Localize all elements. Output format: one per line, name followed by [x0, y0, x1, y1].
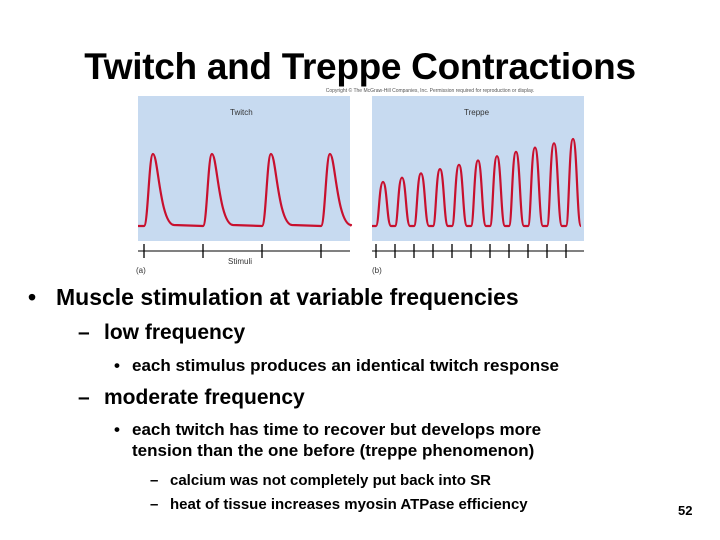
twitch-panel-title: Twitch: [230, 108, 253, 117]
bullet-heat: – heat of tissue increases myosin ATPase …: [150, 496, 528, 513]
bullet-dot-icon: •: [114, 356, 120, 375]
moderate-detail-line2: tension than the one before (treppe phen…: [132, 441, 535, 460]
panel-a-letter: (a): [136, 266, 146, 275]
bullet-dot-icon: •: [28, 284, 37, 310]
low-detail-text: each stimulus produces an identical twit…: [132, 356, 560, 375]
page-number: 52: [678, 503, 693, 518]
figure-graphic: [138, 96, 584, 258]
low-frequency-text: low frequency: [104, 321, 246, 344]
treppe-trace: [372, 137, 583, 228]
dash-icon: –: [150, 496, 159, 513]
bullet-dot-icon: •: [114, 420, 120, 439]
bullet-main: • Muscle stimulation at variable frequenc…: [28, 284, 519, 311]
bullet-main-text: Muscle stimulation at variable frequenci…: [56, 284, 519, 310]
stimuli-axis-label: Stimuli: [228, 257, 253, 266]
twitch-stimuli-marks: [143, 244, 322, 258]
bullet-low-frequency: – low frequency: [78, 321, 245, 345]
twitch-trace: [138, 152, 353, 228]
contraction-figure: Copyright © The McGraw-Hill Companies, I…: [122, 86, 592, 276]
slide-title: Twitch and Treppe Contractions: [84, 46, 636, 87]
dash-icon: –: [78, 386, 90, 409]
treppe-stimuli-marks: [375, 244, 567, 258]
bullet-low-detail: • each stimulus produces an identical twi…: [114, 355, 559, 376]
bullet-moderate-detail: • each twitch has time to recover but dev…: [114, 419, 541, 461]
calcium-text: calcium was not completely put back into…: [170, 472, 491, 489]
dash-icon: –: [150, 472, 159, 489]
moderate-detail-line1: each twitch has time to recover but deve…: [132, 420, 542, 439]
bullet-moderate-frequency: – moderate frequency: [78, 386, 305, 410]
twitch-trace-line: [138, 152, 353, 228]
dash-icon: –: [78, 321, 90, 344]
moderate-frequency-text: moderate frequency: [104, 386, 305, 409]
twitch-panel-background: [138, 96, 350, 241]
treppe-panel-title: Treppe: [464, 108, 490, 117]
heat-text: heat of tissue increases myosin ATPase e…: [170, 496, 528, 513]
treppe-trace-line: [372, 137, 583, 228]
panel-b-letter: (b): [372, 266, 382, 275]
bullet-calcium: – calcium was not completely put back int…: [150, 472, 491, 489]
copyright-notice: Copyright © The McGraw-Hill Companies, I…: [325, 88, 535, 94]
